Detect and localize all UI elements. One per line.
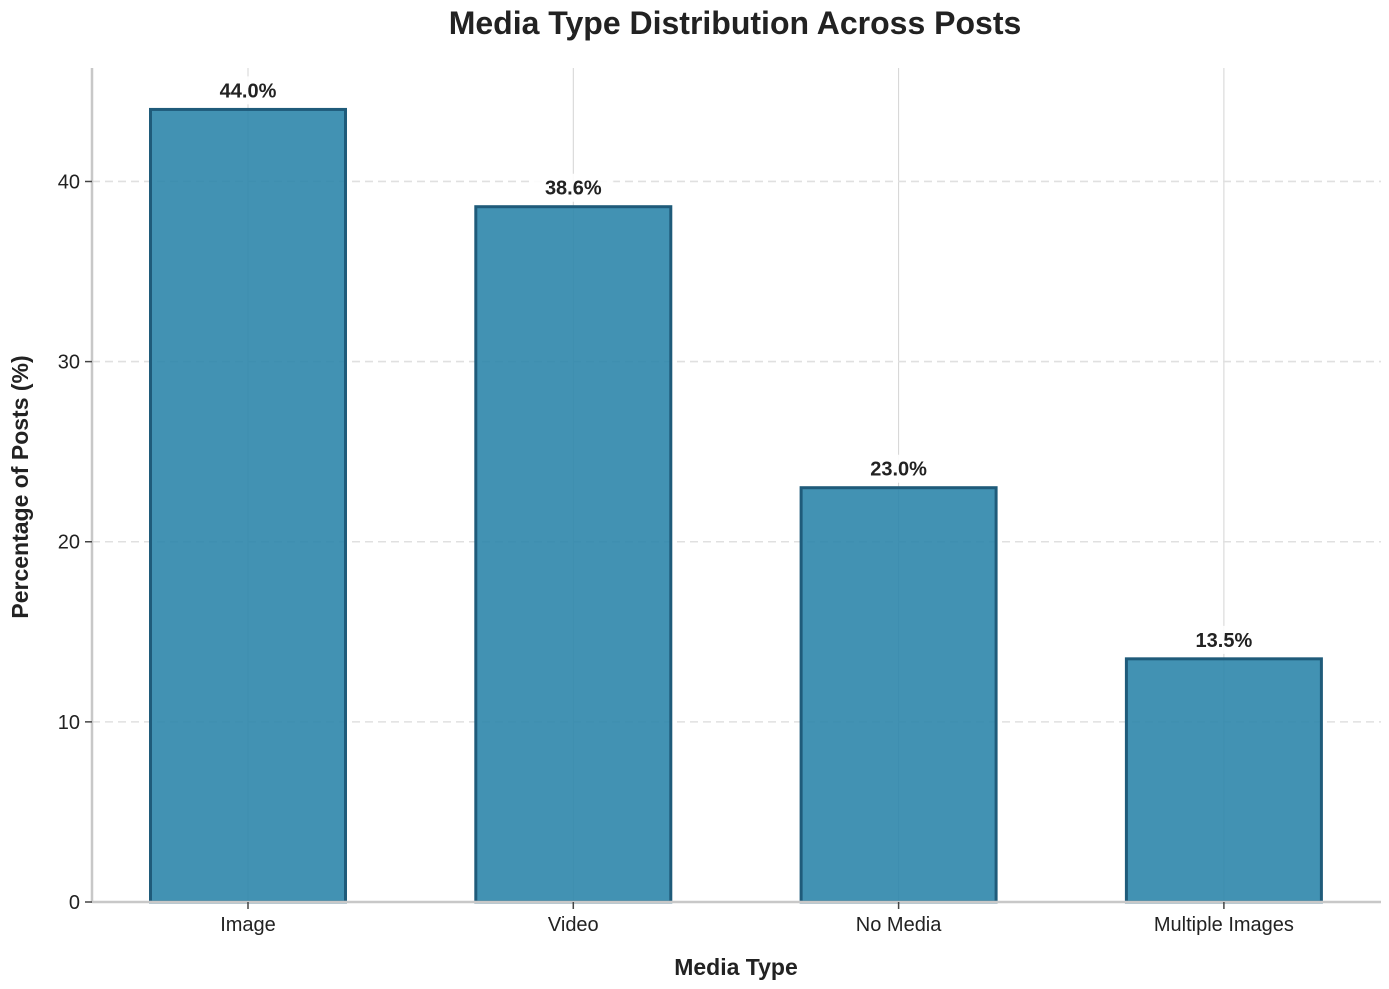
y-tick-label: 20 — [58, 532, 80, 554]
data-label: 38.6% — [545, 178, 602, 200]
x-tick-label: Video — [548, 914, 599, 936]
data-labels: 44.0% 38.6% 23.0% 13.5% — [208, 76, 1264, 654]
x-tick-label: Image — [220, 914, 276, 936]
bar-image — [149, 107, 347, 904]
y-tick-label: 0 — [69, 892, 80, 914]
x-tick-label: No Media — [856, 914, 942, 936]
bar-multiple-images — [1124, 657, 1323, 904]
axes — [85, 68, 1381, 909]
y-tick-labels: 0 10 20 30 40 — [58, 171, 80, 914]
data-label: 23.0% — [870, 459, 927, 481]
y-tick-label: 40 — [58, 171, 80, 193]
data-label-box — [533, 173, 614, 202]
y-tick-label: 30 — [58, 352, 80, 374]
bars — [149, 107, 1323, 904]
data-label-box — [1183, 625, 1264, 654]
data-label: 44.0% — [220, 80, 277, 102]
x-tick-label: Multiple Images — [1154, 914, 1294, 936]
bar-no-media — [799, 486, 998, 904]
data-label-box — [208, 76, 288, 105]
bar-video — [474, 205, 673, 904]
data-label-box — [858, 454, 939, 483]
x-tick-labels: Image Video No Media Multiple Images — [220, 914, 1294, 936]
chart-title: Media Type Distribution Across Posts — [449, 5, 1022, 41]
y-tick-label: 10 — [58, 712, 80, 734]
data-label: 13.5% — [1196, 630, 1253, 652]
y-axis-label: Percentage of Posts (%) — [7, 355, 33, 618]
x-axis-label: Media Type — [674, 954, 798, 980]
